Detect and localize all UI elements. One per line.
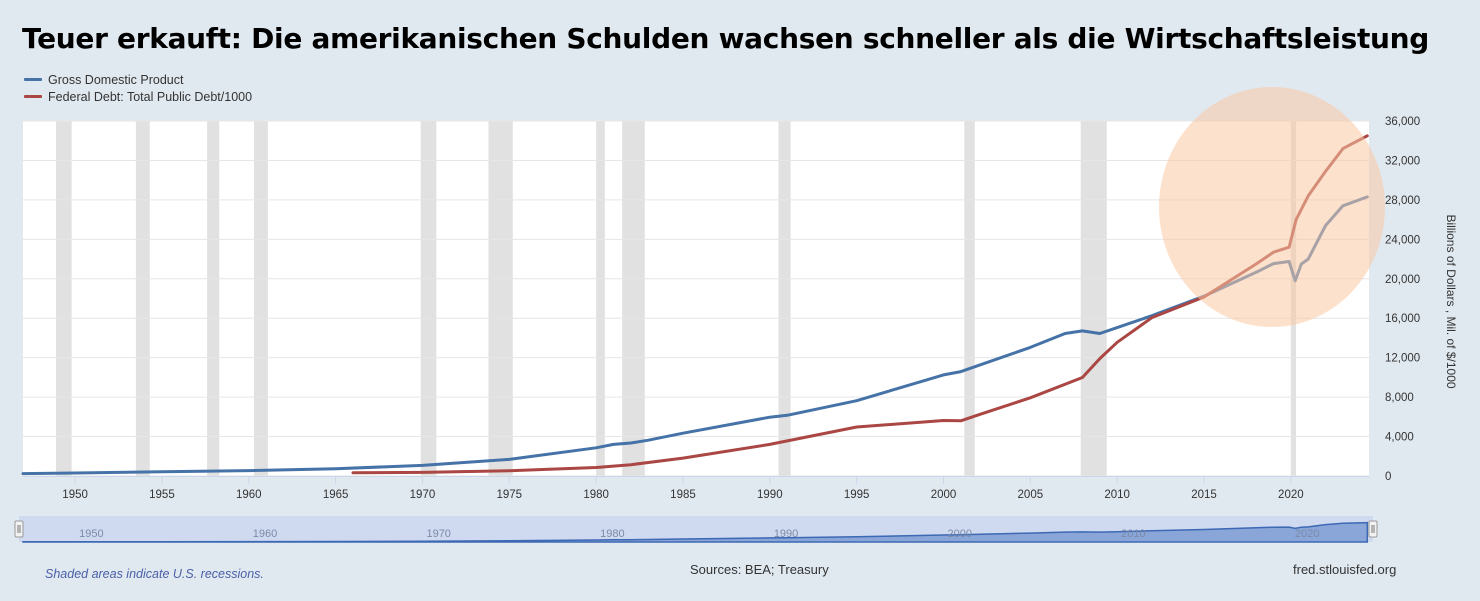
- navigator-label: 1980: [600, 528, 624, 540]
- x-tick-label: 1950: [62, 489, 88, 501]
- x-tick-label: 1960: [236, 489, 262, 501]
- navigator-label: 1960: [253, 528, 277, 540]
- x-tick-label: 1995: [844, 489, 870, 501]
- x-tick-label: 1955: [149, 489, 175, 501]
- page-title: Teuer erkauft: Die amerikanischen Schuld…: [22, 22, 1430, 55]
- x-tick-label: 2000: [931, 489, 957, 501]
- recession-band: [55, 121, 72, 476]
- y-tick-label: 0: [1385, 471, 1391, 483]
- x-tick-label: 1965: [323, 489, 349, 501]
- navigator-label: 2000: [947, 528, 971, 540]
- site-link[interactable]: fred.stlouisfed.org: [1293, 562, 1397, 577]
- recession-band: [964, 121, 975, 476]
- navigator-label: 1970: [426, 528, 450, 540]
- x-tick-label: 2020: [1278, 489, 1304, 501]
- recession-band: [253, 121, 268, 476]
- legend-label-debt: Federal Debt: Total Public Debt/1000: [48, 89, 253, 104]
- navigator-label: 2010: [1121, 528, 1145, 540]
- legend-label-gdp: Gross Domestic Product: [48, 72, 184, 87]
- y-tick-label: 4,000: [1385, 432, 1414, 444]
- navigator-handle-left[interactable]: [14, 520, 24, 538]
- y-tick-label: 36,000: [1385, 116, 1420, 128]
- recession-band: [207, 121, 220, 476]
- recession-note: Shaded areas indicate U.S. recessions.: [45, 567, 264, 581]
- navigator-series: [22, 521, 1369, 543]
- x-tick-label: 1975: [496, 489, 522, 501]
- x-tick-label: 2015: [1191, 489, 1217, 501]
- x-tick-label: 2010: [1104, 489, 1130, 501]
- recession-band: [1080, 121, 1107, 476]
- recession-band: [622, 121, 645, 476]
- plot-background: [23, 121, 1369, 476]
- sources-text: Sources: BEA; Treasury: [690, 562, 829, 577]
- navigator-handle-right[interactable]: [1368, 520, 1378, 538]
- y-tick-label: 8,000: [1385, 392, 1414, 404]
- y-tick-label: 28,000: [1385, 195, 1420, 207]
- recession-band: [135, 121, 150, 476]
- y-tick-label: 20,000: [1385, 274, 1420, 286]
- recession-band: [778, 121, 791, 476]
- y-tick-label: 32,000: [1385, 155, 1420, 167]
- legend: Gross Domestic Product Federal Debt: Tot…: [24, 71, 252, 105]
- recession-band: [596, 121, 605, 476]
- recession-band: [420, 121, 437, 476]
- highlight-circle: [1159, 87, 1385, 327]
- x-tick-label: 1980: [583, 489, 609, 501]
- legend-item-debt[interactable]: Federal Debt: Total Public Debt/1000: [24, 88, 252, 105]
- y-tick-label: 12,000: [1385, 353, 1420, 365]
- x-tick-label: 1970: [410, 489, 436, 501]
- x-tick-label: 2005: [1018, 489, 1044, 501]
- y-axis-label: Billions of Dollars , Mil. of $/1000: [1444, 214, 1458, 388]
- navigator-label: 2020: [1295, 528, 1319, 540]
- x-tick-label: 1985: [670, 489, 696, 501]
- legend-swatch-debt: [24, 95, 42, 98]
- x-tick-label: 1990: [757, 489, 783, 501]
- navigator-label: 1990: [774, 528, 798, 540]
- y-tick-label: 24,000: [1385, 234, 1420, 246]
- navigator: 1950 1960 1970 1980 1990 2000 2010 2020: [14, 516, 1378, 543]
- navigator-label: 1950: [79, 528, 103, 540]
- y-tick-label: 16,000: [1385, 313, 1420, 325]
- recession-band: [488, 121, 513, 476]
- legend-item-gdp[interactable]: Gross Domestic Product: [24, 71, 252, 88]
- legend-swatch-gdp: [24, 78, 42, 81]
